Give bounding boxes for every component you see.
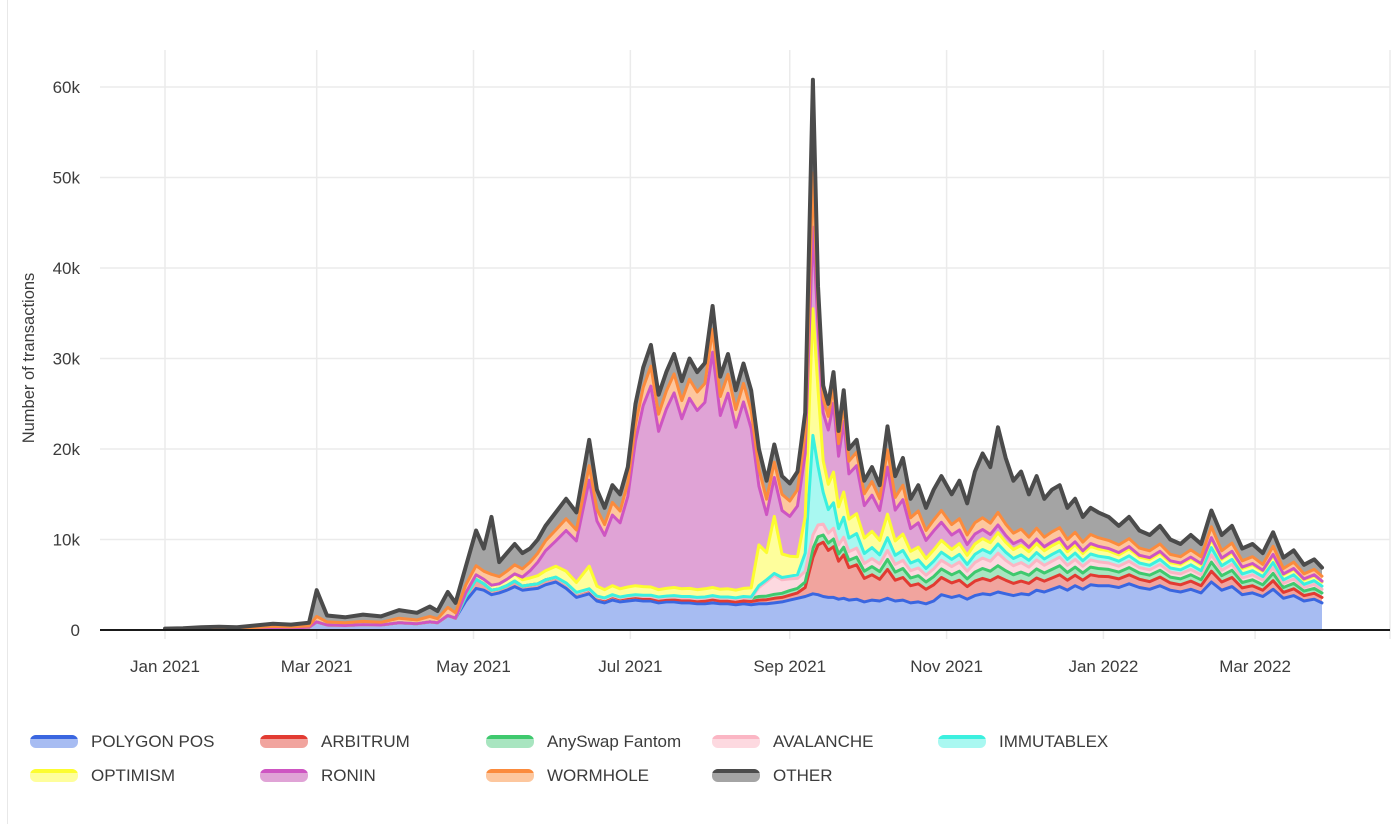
legend-label: ARBITRUM [321,732,410,751]
legend-swatch-stroke [260,735,308,739]
y-tick-label: 20k [53,440,81,459]
transactions-chart[interactable]: 0 10k 20k 30k 40k 50k 60k Jan 2021 Mar 2021 May 2… [0,0,1400,700]
legend-item-avalanche[interactable]: AVALANCHE [712,733,938,750]
legend-swatch-stroke [712,769,760,773]
x-tick-label: Jan 2022 [1068,657,1138,676]
legend-label: WORMHOLE [547,766,649,785]
area-other[interactable] [165,79,1322,630]
legend-swatch-stroke [30,735,78,739]
y-tick-label: 10k [53,531,81,550]
y-tick-label: 60k [53,78,81,97]
legend-item-wormhole[interactable]: WORMHOLE [486,767,712,784]
legend-swatch-stroke [486,769,534,773]
y-tick-label: 0 [71,621,80,640]
y-tick-label: 50k [53,169,81,188]
legend-item-anyswap-fantom[interactable]: AnySwap Fantom [486,733,712,750]
legend-item-polygon-pos[interactable]: POLYGON POS [30,733,260,750]
chart-legend: POLYGON POS ARBITRUM AnySwap Fantom AVALANC… [30,733,1400,784]
legend-label: RONIN [321,766,376,785]
legend-swatch-stroke [938,735,986,739]
line-immutablex [163,433,1324,631]
legend-label: OTHER [773,766,833,785]
legend-item-ronin[interactable]: RONIN [260,767,486,784]
legend-label: AnySwap Fantom [547,732,682,751]
legend-swatch-stroke [30,769,78,773]
legend-swatch-stroke [712,735,760,739]
x-tick-label: Mar 2021 [281,657,353,676]
legend-label: IMMUTABLEX [999,732,1109,751]
legend-swatch-ronin [260,769,308,782]
legend-item-immutablex[interactable]: IMMUTABLEX [938,733,1400,750]
line-wormhole [163,171,1324,631]
area-ronin[interactable] [165,227,1322,630]
y-tick-label: 30k [53,350,81,369]
x-tick-label: Jan 2021 [130,657,200,676]
bridge-transactions-panel: 0 10k 20k 30k 40k 50k 60k Jan 2021 Mar 2021 May 2… [0,0,1400,700]
legend-swatch-anyswap-fantom [486,735,534,748]
x-tick-label: Mar 2022 [1219,657,1291,676]
y-tick-label: 40k [53,259,81,278]
legend-item-optimism[interactable]: OPTIMISM [30,767,260,784]
x-tick-label: Sep 2021 [753,657,826,676]
y-axis-title: Number of transactions [20,273,38,444]
x-tick-label: Jul 2021 [598,657,662,676]
legend-swatch-stroke [486,735,534,739]
legend-swatch-avalanche [712,735,760,748]
legend-item-other[interactable]: OTHER [712,767,938,784]
legend-label: OPTIMISM [91,766,176,785]
page-left-border [7,0,8,824]
line-other [163,77,1324,631]
legend-swatch-arbitrum [260,735,308,748]
legend-label: POLYGON POS [91,732,215,751]
legend-swatch-polygon-pos [30,735,78,748]
legend-swatch-immutablex [938,735,986,748]
legend-swatch-other [712,769,760,782]
line-ronin [163,225,1324,631]
line-polygon-pos [163,580,1324,631]
x-tick-label: May 2021 [436,657,511,676]
legend-swatch-wormhole [486,769,534,782]
legend-swatch-optimism [30,769,78,782]
legend-swatch-stroke [260,769,308,773]
legend-item-arbitrum[interactable]: ARBITRUM [260,733,486,750]
legend-label: AVALANCHE [773,732,874,751]
x-tick-label: Nov 2021 [910,657,983,676]
